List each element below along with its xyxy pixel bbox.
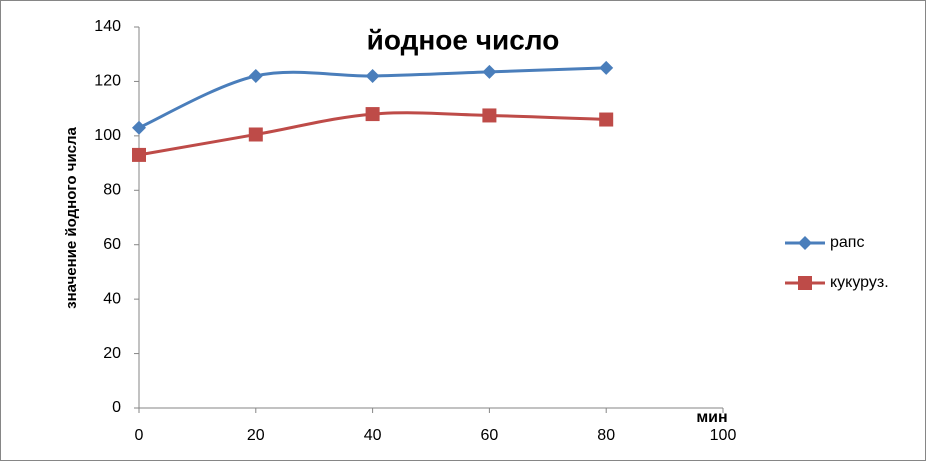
y-tick-label: 0	[112, 399, 121, 416]
marker	[132, 147, 146, 162]
y-tick-label: 80	[103, 182, 121, 199]
marker	[798, 276, 812, 290]
marker	[248, 127, 263, 142]
x-tick-label: 20	[247, 427, 265, 444]
marker	[365, 68, 380, 83]
y-tick-label: 40	[103, 290, 121, 307]
y-tick-label: 120	[94, 73, 121, 90]
x-tick-label: 80	[597, 427, 615, 444]
marker	[798, 236, 812, 250]
y-tick-label: 100	[94, 127, 121, 144]
marker	[482, 64, 497, 79]
y-tick-label: 140	[94, 18, 121, 35]
marker	[599, 60, 614, 75]
marker	[248, 68, 263, 83]
x-tick-label: 60	[481, 427, 499, 444]
x-axis-label: мин	[696, 409, 727, 426]
legend-label: кукуруз.	[830, 274, 889, 291]
x-tick-label: 40	[364, 427, 382, 444]
y-tick-label: 20	[103, 345, 121, 362]
y-tick-label: 60	[103, 236, 121, 253]
x-tick-label: 100	[710, 427, 737, 444]
marker	[365, 107, 380, 122]
marker	[132, 120, 146, 135]
y-axis-label: значение йодного числа	[63, 126, 80, 308]
x-tick-label: 0	[135, 427, 144, 444]
chart-title: йодное число	[367, 24, 560, 55]
legend-label: рапс	[830, 234, 864, 251]
marker	[599, 112, 614, 127]
marker	[482, 108, 497, 123]
